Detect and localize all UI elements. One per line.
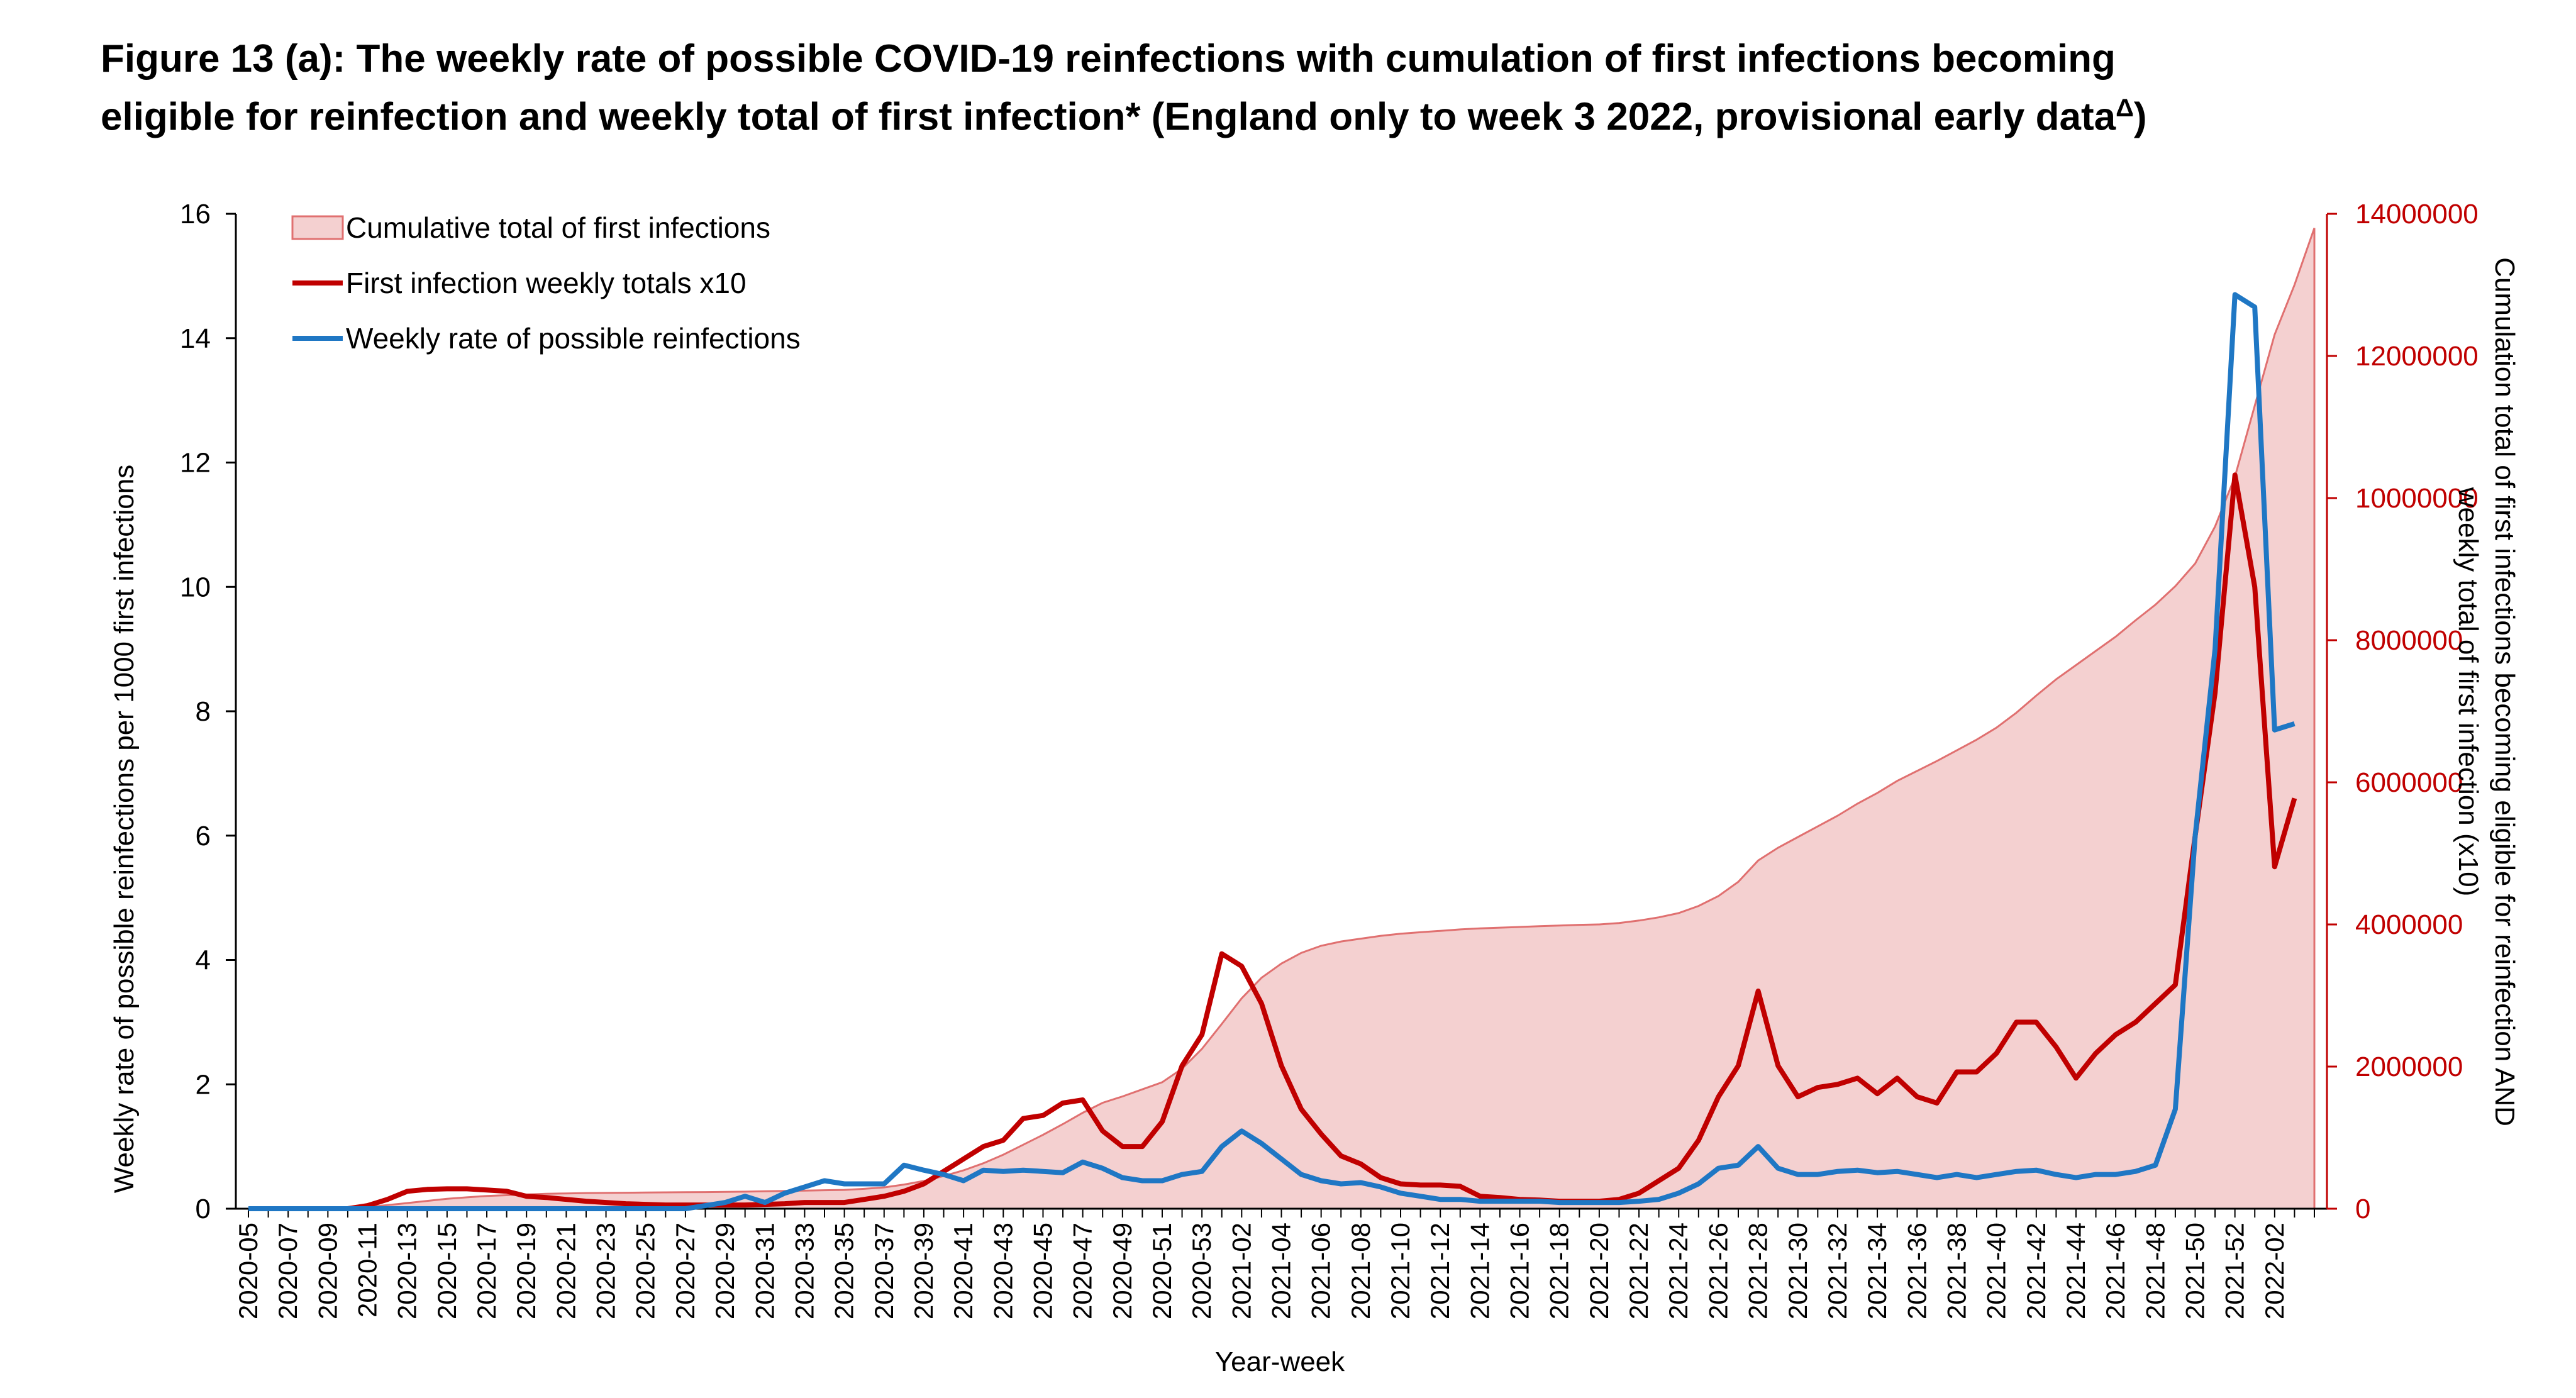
x-tick-label: 2021-22 (1624, 1223, 1653, 1319)
x-tick-label: 2020-27 (670, 1223, 700, 1319)
x-tick-label: 2021-36 (1902, 1223, 1931, 1319)
x-tick-label: 2020-31 (750, 1223, 779, 1319)
x-tick-label: 2020-05 (233, 1223, 263, 1319)
y-tick-label: 12 (180, 448, 211, 479)
x-tick-label: 2021-20 (1584, 1223, 1614, 1319)
x-tick-label: 2021-04 (1267, 1223, 1296, 1319)
y2-tick-label: 6000000 (2355, 767, 2463, 798)
x-tick-label: 2020-45 (1028, 1223, 1058, 1319)
y2-tick-label: 4000000 (2355, 909, 2463, 940)
y2-tick-label: 12000000 (2355, 341, 2479, 372)
y-tick-label: 8 (196, 696, 211, 727)
y2-tick-label: 2000000 (2355, 1051, 2463, 1082)
x-tick-label: 2020-51 (1147, 1223, 1177, 1319)
x-tick-label: 2020-17 (472, 1223, 501, 1319)
legend-label: First infection weekly totals x10 (346, 267, 747, 299)
x-tick-label: 2020-53 (1187, 1223, 1216, 1319)
line-layer (248, 292, 2297, 1211)
x-tick-label: 2020-13 (392, 1223, 422, 1319)
x-tick-label: 2021-46 (2101, 1223, 2130, 1319)
x-tick-label: 2021-48 (2140, 1223, 2170, 1319)
title-close: ) (2133, 95, 2147, 139)
x-tick-label: 2021-12 (1425, 1223, 1455, 1319)
chart-title: Figure 13 (a): The weekly rate of possib… (101, 35, 2490, 142)
x-tick-label: 2020-49 (1108, 1223, 1137, 1319)
title-line-2: eligible for reinfection and weekly tota… (101, 95, 2116, 139)
legend-label: Cumulative total of first infections (346, 211, 770, 244)
y-tick-label: 4 (196, 945, 211, 976)
x-tick-label: 2021-18 (1545, 1223, 1574, 1319)
x-tick-label: 2020-29 (710, 1223, 740, 1319)
x-tick-label: 2020-33 (789, 1223, 819, 1319)
y-tick-label: 2 (196, 1069, 211, 1100)
y-tick-label: 16 (180, 199, 211, 230)
x-tick-label: 2021-34 (1862, 1223, 1892, 1319)
y-axis-label: Weekly rate of possible reinfections per… (109, 465, 140, 1193)
x-tick-label: 2021-52 (2220, 1223, 2250, 1319)
x-tick-label: 2021-14 (1465, 1223, 1494, 1319)
x-tick-label: 2021-28 (1743, 1223, 1773, 1319)
area-layer (248, 228, 2316, 1210)
x-tick-label: 2020-35 (830, 1223, 859, 1319)
title-superscript: Δ (2116, 94, 2134, 122)
y2-axis-label-line-2: weekly total of first infection (x10) (2453, 487, 2484, 896)
x-tick-label: 2021-40 (1982, 1223, 2011, 1319)
x-tick-label: 2021-30 (1783, 1223, 1813, 1319)
x-tick-label: 2021-10 (1385, 1223, 1415, 1319)
y-tick-label: 10 (180, 572, 211, 602)
x-tick-label: 2021-44 (2061, 1223, 2090, 1319)
reinfection-rate-line (248, 292, 2296, 1211)
y-tick-label: 6 (196, 821, 211, 852)
x-tick-label: 2020-37 (869, 1223, 899, 1319)
cumulative-area (248, 228, 2314, 1209)
x-tick-label: 2020-25 (631, 1223, 660, 1319)
x-tick-label: 2020-19 (511, 1223, 541, 1319)
x-tick-label: 2021-02 (1226, 1223, 1256, 1319)
legend: Cumulative total of first infections Firs… (291, 211, 801, 355)
x-tick-label: 2021-16 (1505, 1223, 1535, 1319)
x-tick-label: 2021-42 (2021, 1223, 2051, 1319)
y2-tick-label: 10000000 (2355, 483, 2479, 514)
x-tick-label: 2020-07 (273, 1223, 303, 1319)
x-tick-label: 2020-39 (909, 1223, 938, 1319)
title-line-1: Figure 13 (a): The weekly rate of possib… (101, 37, 2116, 80)
x-tick-label: 2021-32 (1823, 1223, 1852, 1319)
legend-label: Weekly rate of possible reinfections (346, 322, 801, 355)
y2-tick-label: 0 (2355, 1194, 2370, 1224)
x-tick-label: 2020-47 (1068, 1223, 1097, 1319)
x-tick-label: 2021-06 (1306, 1223, 1336, 1319)
legend-swatch-area (291, 215, 344, 240)
first-infection-line (248, 472, 2297, 1211)
x-tick-label: 2021-38 (1941, 1223, 1971, 1319)
y2-axis-label-line-1: Cumulation total of first infections bec… (2489, 257, 2520, 1126)
x-tick-label: 2020-11 (353, 1223, 382, 1318)
axes-layer: 0 2 4 6 8 10 12 14 16 0 2000000 4000000 6000000 80000… (180, 199, 2479, 1319)
y-tick-label: 14 (180, 323, 211, 354)
x-tick-label: 2021-08 (1346, 1223, 1375, 1319)
x-tick-label: 2021-24 (1663, 1223, 1693, 1319)
x-axis-label: Year-week (1215, 1346, 1345, 1377)
y2-tick-label: 14000000 (2355, 199, 2479, 230)
x-tick-label: 2020-43 (988, 1223, 1018, 1319)
x-tick-label: 2020-41 (948, 1223, 978, 1319)
cumulative-area-edge (248, 228, 2316, 1210)
x-tick-label: 2021-50 (2180, 1223, 2210, 1319)
x-tick-label: 2022-02 (2260, 1223, 2289, 1319)
x-tick-label: 2020-09 (313, 1223, 342, 1319)
x-tick-label: 2021-26 (1703, 1223, 1733, 1319)
x-tick-label: 2020-15 (432, 1223, 462, 1319)
x-tick-label: 2020-21 (551, 1223, 580, 1319)
x-tick-label: 2020-23 (591, 1223, 621, 1319)
y-tick-label: 0 (196, 1194, 211, 1224)
y2-tick-label: 8000000 (2355, 625, 2463, 656)
